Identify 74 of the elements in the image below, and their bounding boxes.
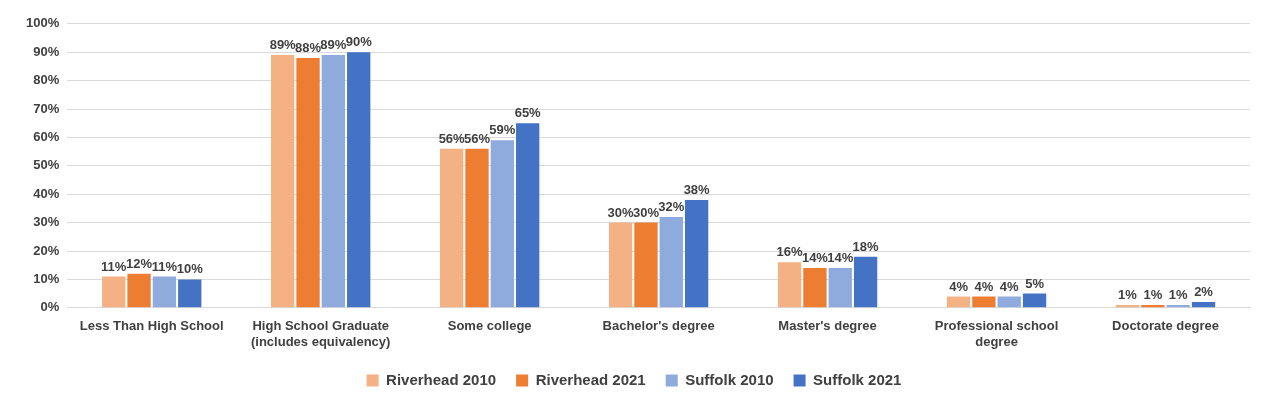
bar <box>152 276 177 308</box>
bar <box>853 256 878 308</box>
bar <box>102 276 126 308</box>
bar <box>1022 293 1047 308</box>
y-tick-label: 20% <box>33 242 60 258</box>
y-tick-label: 100% <box>26 15 60 31</box>
data-label: 10% <box>176 261 204 277</box>
data-label: 65% <box>514 105 542 121</box>
y-tick-label: 70% <box>33 100 60 116</box>
data-label: 18% <box>852 238 880 254</box>
data-label: 4% <box>974 278 994 294</box>
bar <box>516 123 540 308</box>
bar <box>684 199 709 308</box>
data-label: 4% <box>999 278 1020 294</box>
y-tick-label: 80% <box>33 72 60 88</box>
data-label: 30% <box>632 204 660 220</box>
data-label: 38% <box>683 181 711 197</box>
data-label: 11% <box>151 258 178 274</box>
y-tick-label: 60% <box>33 128 60 144</box>
data-label: 88% <box>295 39 322 55</box>
bar <box>178 279 202 308</box>
bar <box>777 262 802 308</box>
bar <box>634 222 658 308</box>
bar <box>608 222 633 308</box>
data-label: 5% <box>1025 275 1045 291</box>
x-tick-label: Professional school degree <box>934 318 1059 349</box>
data-label: 30% <box>607 204 635 220</box>
y-tick-label: 50% <box>33 157 60 173</box>
data-label: 32% <box>658 199 685 214</box>
data-label: 59% <box>489 122 516 138</box>
bar <box>321 55 346 308</box>
data-label: 1% <box>1168 287 1189 303</box>
bar <box>1191 302 1216 308</box>
legend-label: Riverhead 2021 <box>535 370 646 388</box>
bar <box>828 268 852 308</box>
y-tick-label: 0% <box>40 299 60 315</box>
data-label: 1% <box>1143 287 1163 303</box>
legend-label: Riverhead 2010 <box>386 370 497 388</box>
x-tick-label: High School Graduate (includes equivalency) <box>250 318 391 349</box>
bar <box>659 216 683 308</box>
y-tick-label: 30% <box>33 214 60 230</box>
data-label: 11% <box>101 258 127 274</box>
legend-label: Suffolk 2021 <box>813 370 902 388</box>
data-label: 14% <box>801 250 829 266</box>
y-tick-label: 10% <box>33 270 60 286</box>
legend-label: Suffolk 2010 <box>685 370 774 388</box>
x-tick-label: Doctorate degree <box>1112 318 1219 334</box>
bar <box>127 273 151 308</box>
bar <box>271 55 295 308</box>
data-label: 56% <box>438 130 466 146</box>
data-label: 89% <box>320 37 347 53</box>
data-label: 90% <box>345 34 373 50</box>
bar <box>972 296 996 308</box>
data-label: 4% <box>949 278 969 294</box>
data-label: 2% <box>1194 284 1214 300</box>
y-tick-label: 40% <box>33 185 60 201</box>
bar <box>997 296 1021 308</box>
x-tick-label: Less Than High School <box>79 318 224 334</box>
x-tick-label: Some college <box>447 318 532 334</box>
bar <box>803 268 827 308</box>
bar <box>347 52 371 308</box>
data-label: 56% <box>463 130 491 146</box>
y-tick-label: 90% <box>33 43 60 59</box>
bar <box>296 57 320 308</box>
bar <box>946 296 971 308</box>
bar <box>465 148 489 308</box>
bar <box>490 140 514 308</box>
data-label: 12% <box>126 255 153 271</box>
data-label: 16% <box>776 244 804 260</box>
x-tick-label: Bachelor's degree <box>602 318 715 334</box>
data-label: 14% <box>827 250 854 266</box>
bar <box>439 148 464 308</box>
x-tick-label: Master's degree <box>778 318 877 334</box>
data-label: 1% <box>1118 287 1138 303</box>
